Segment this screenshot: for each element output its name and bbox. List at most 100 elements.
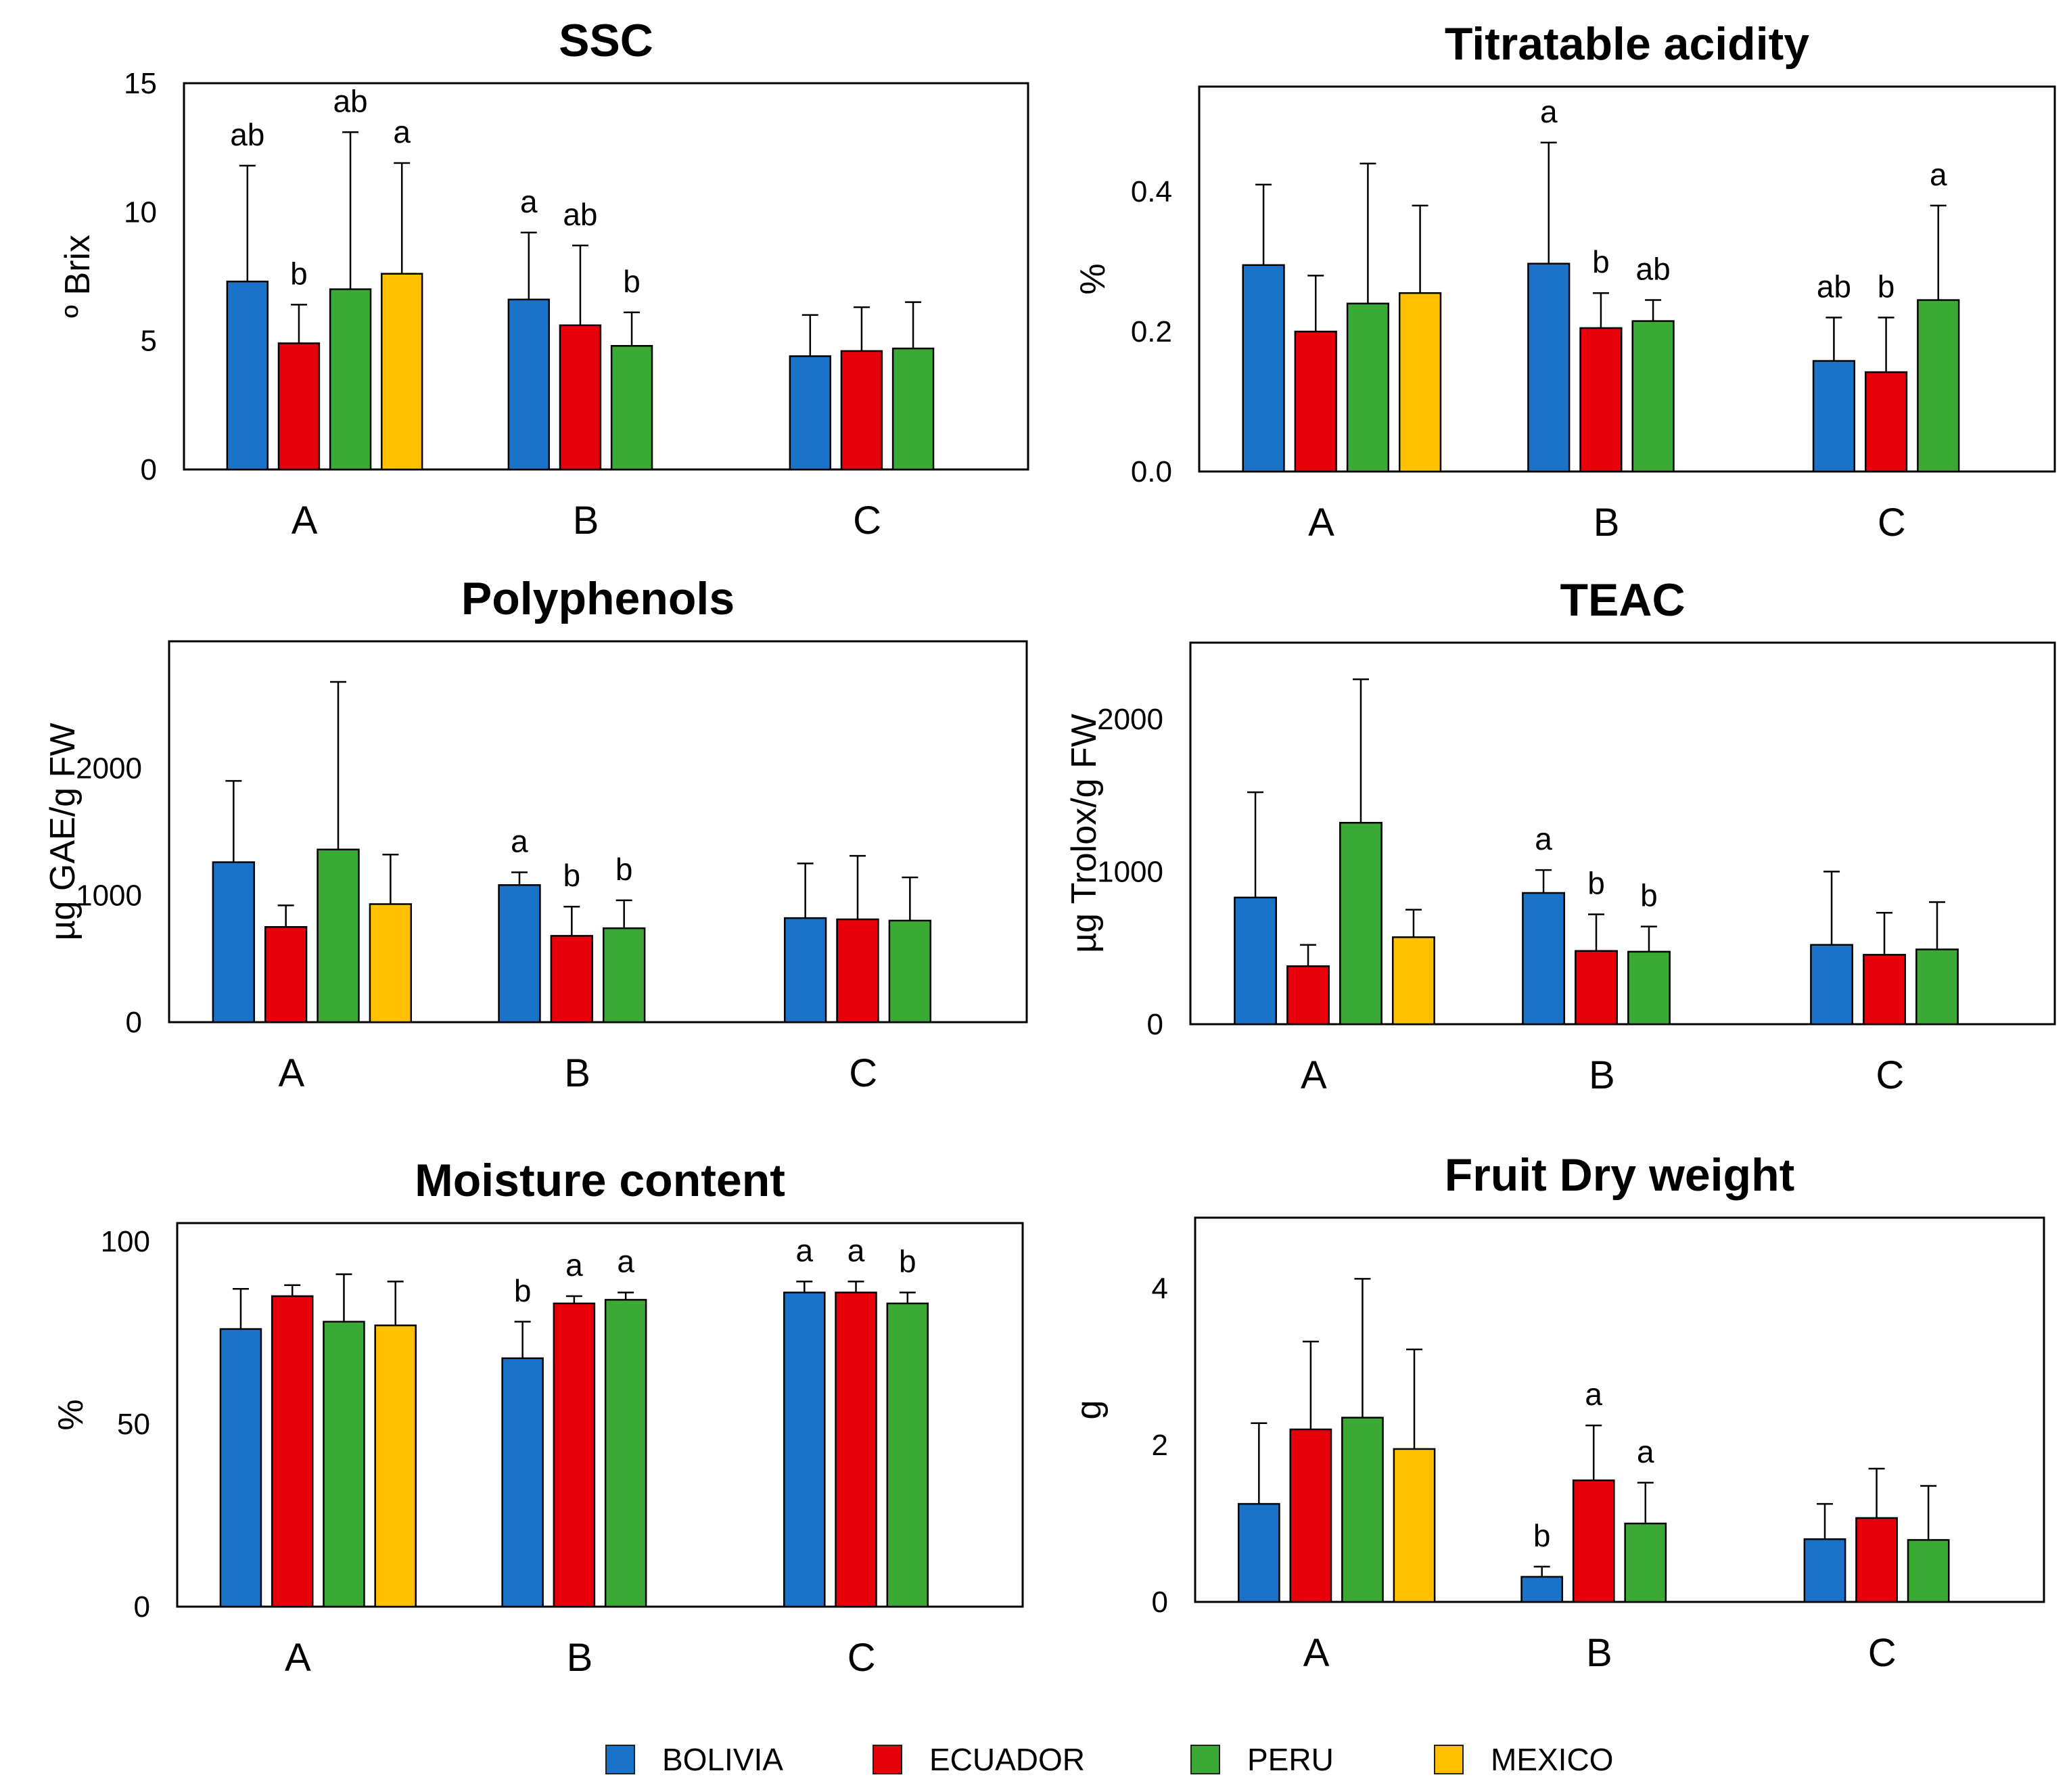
panel2-significance-label: ab <box>1635 252 1670 287</box>
panel5-ytick-label: 100 <box>101 1225 150 1258</box>
panel3-bar-a-peru <box>317 848 360 1024</box>
panel6-significance-label: a <box>1585 1377 1602 1412</box>
legend-label-mexico: MEXICO <box>1491 1742 1614 1777</box>
panel3-plot-frame <box>168 640 1028 1024</box>
panel2-bar-c-bolivia <box>1812 360 1856 473</box>
panel4-bar-a-bolivia <box>1234 896 1277 1026</box>
panel2-ytick-label: 0.2 <box>1131 315 1172 348</box>
panel6-ytick-label: 0 <box>1152 1586 1168 1619</box>
panel2-significance-label: b <box>1878 269 1895 304</box>
panel6-plot-frame <box>1194 1216 2045 1603</box>
panel5-bar-c-peru <box>886 1302 929 1608</box>
panel3-significance-label: b <box>615 852 633 887</box>
panel4-ytick-label: 2000 <box>1097 703 1163 736</box>
panel1-significance-label: ab <box>230 117 264 152</box>
panel6-bar-a-ecuador <box>1289 1428 1332 1603</box>
panel4-bar-c-ecuador <box>1863 954 1906 1026</box>
panel5-bar-a-mexico <box>374 1324 417 1608</box>
panel1-bar-a-ecuador <box>277 342 321 471</box>
panel6-ytick-label: 2 <box>1152 1429 1168 1462</box>
panel3-bar-b-bolivia <box>498 884 541 1024</box>
panel5-bar-a-peru <box>323 1320 365 1608</box>
panel1-significance-label: ab <box>333 83 367 118</box>
panel6-bar-a-peru <box>1341 1417 1384 1603</box>
panel1-plot-frame <box>183 82 1029 471</box>
panel4-bar-a-ecuador <box>1286 965 1330 1026</box>
panel1-significance-label: ab <box>563 197 597 232</box>
panel1-y-axis-label: º Brix <box>58 235 97 318</box>
panel6-bar-a-bolivia <box>1237 1502 1280 1603</box>
panel2-bar-a-mexico <box>1398 292 1442 473</box>
panel5-significance-label: b <box>899 1244 916 1279</box>
panel6-bar-a-mexico <box>1393 1448 1436 1603</box>
panel4-ytick-label: 1000 <box>1097 855 1163 888</box>
panel1-category-label: B <box>573 499 599 543</box>
panel3-ytick-label: 1000 <box>76 879 142 912</box>
panel6-category-label: C <box>1868 1631 1897 1675</box>
panel2-bar-c-peru <box>1917 299 1960 473</box>
panel3-y-axis-label: µg GAE/g FW <box>43 723 83 941</box>
panel4-bar-c-peru <box>1915 948 1959 1026</box>
panel2-ytick-label: 0.0 <box>1131 455 1172 488</box>
panel5-ytick-label: 50 <box>117 1408 150 1441</box>
panel3-bar-c-peru <box>888 919 932 1024</box>
panel6-category-label: B <box>1586 1631 1612 1675</box>
panel4-significance-label: b <box>1640 878 1658 913</box>
panel2-significance-label: a <box>1540 94 1558 129</box>
legend-swatch-ecuador <box>873 1745 902 1774</box>
panel6-ytick-label: 4 <box>1152 1272 1168 1305</box>
panel3-bar-a-bolivia <box>212 861 255 1024</box>
panel6-y-axis-label: g <box>1069 1400 1109 1420</box>
panel1-significance-label: b <box>623 264 641 299</box>
panel2-significance-label: ab <box>1817 269 1851 304</box>
panel5-bar-b-peru <box>604 1299 647 1608</box>
panel5-significance-label: a <box>847 1233 865 1268</box>
panel4-title: TEAC <box>1560 574 1685 626</box>
panel6-title: Fruit Dry weight <box>1445 1149 1795 1201</box>
panel2-bar-a-peru <box>1346 302 1390 473</box>
panel1-bar-a-mexico <box>380 273 423 471</box>
panel1-bar-b-bolivia <box>507 298 551 471</box>
panel4-bar-a-peru <box>1339 821 1382 1026</box>
panel3-significance-label: b <box>563 858 581 893</box>
panel4-ytick-label: 0 <box>1147 1008 1163 1041</box>
panel2-bar-b-bolivia <box>1527 262 1571 473</box>
panel2-title: Titratable acidity <box>1445 18 1809 70</box>
panel5-category-label: A <box>285 1636 311 1680</box>
panel3-bar-c-ecuador <box>836 918 879 1024</box>
panel5-bar-a-bolivia <box>219 1328 262 1608</box>
panel4-category-label: A <box>1301 1053 1327 1097</box>
panel1-ytick-label: 10 <box>124 196 157 229</box>
panel6-bar-c-bolivia <box>1803 1538 1846 1603</box>
legend-label-ecuador: ECUADOR <box>929 1742 1086 1777</box>
legend-item-mexico: MEXICO <box>1434 1741 1613 1778</box>
legend-item-bolivia: BOLIVIA <box>605 1741 783 1778</box>
panel5-plot-frame <box>176 1222 1024 1608</box>
panel5-ytick-label: 0 <box>134 1590 150 1624</box>
panel1-bar-c-bolivia <box>789 355 832 471</box>
panel3-ytick-label: 0 <box>126 1006 142 1039</box>
panel5-significance-label: a <box>565 1247 583 1283</box>
panel5-bar-b-ecuador <box>553 1302 596 1608</box>
panel5-category-label: C <box>847 1636 876 1680</box>
panel5-bar-b-bolivia <box>501 1357 544 1608</box>
legend-swatch-peru <box>1190 1745 1220 1774</box>
panel5-y-axis-label: % <box>51 1399 91 1430</box>
panel4-bar-b-bolivia <box>1522 892 1565 1026</box>
panel2-category-label: A <box>1308 501 1334 545</box>
panel2-category-label: B <box>1594 501 1620 545</box>
panel6-significance-label: b <box>1533 1518 1551 1553</box>
panel6-bar-c-peru <box>1907 1539 1950 1603</box>
panel4-plot-frame <box>1189 641 2056 1026</box>
panel3-category-label: B <box>564 1051 590 1095</box>
panel3-title: Polyphenols <box>461 573 735 624</box>
panel3-bar-a-ecuador <box>264 926 308 1024</box>
panel2-bar-b-peru <box>1631 320 1675 473</box>
panel3-bar-b-peru <box>602 927 646 1024</box>
panel1-bar-a-peru <box>329 288 372 471</box>
legend-swatch-mexico <box>1434 1745 1464 1774</box>
panel4-y-axis-label: µg Trolox/g FW <box>1065 714 1104 953</box>
panel1-title: SSC <box>559 15 653 66</box>
panel3-ytick-label: 2000 <box>76 752 142 785</box>
panel4-significance-label: a <box>1535 821 1552 856</box>
